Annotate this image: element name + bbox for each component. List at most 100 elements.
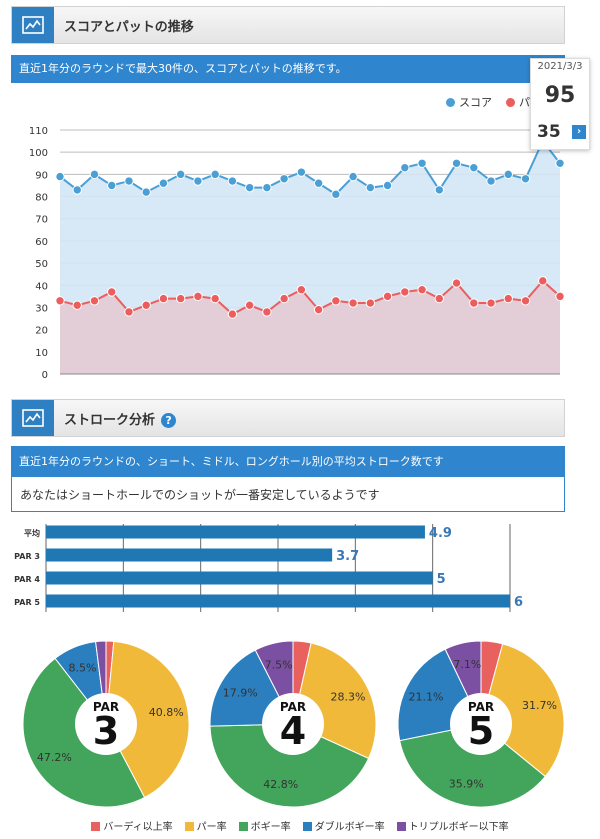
pie-center-par-label: PAR xyxy=(93,700,119,714)
score-point xyxy=(55,171,65,182)
putt-point xyxy=(279,293,289,304)
y-tick-label: 100 xyxy=(29,148,48,159)
stroke-bar-chart: 平均 4.9 PAR 3 3.7 PAR 4 5 PAR 5 6 xyxy=(14,524,523,612)
bar xyxy=(46,525,425,539)
putt-point xyxy=(107,287,117,297)
putt-point xyxy=(382,291,393,302)
pie-slice-label: 42.8% xyxy=(263,778,298,791)
pie-slice xyxy=(209,723,370,808)
score-point xyxy=(365,182,376,193)
y-tick-label: 30 xyxy=(35,303,48,314)
bar-value-label: 4.9 xyxy=(429,526,452,541)
pie-slice-label: 17.9% xyxy=(223,687,258,700)
bar xyxy=(46,594,510,608)
score-point xyxy=(296,167,307,177)
putt-point xyxy=(210,293,220,304)
legend-putt[interactable]: パ xyxy=(506,94,530,110)
score-point xyxy=(210,169,220,180)
section-title: ストローク分析? xyxy=(64,409,177,428)
pie-slice xyxy=(105,640,190,799)
putt-point xyxy=(55,296,65,306)
putt-point xyxy=(175,293,186,304)
putt-dot-icon xyxy=(506,98,515,107)
section-title: スコアとパットの推移 xyxy=(64,20,194,35)
putt-point xyxy=(244,300,255,310)
score-point xyxy=(331,189,341,200)
pie-center-par-label: PAR xyxy=(280,700,306,714)
legend-par[interactable]: パー率 xyxy=(184,818,227,833)
pie-slice-label: 35.9% xyxy=(449,778,484,791)
putt-point xyxy=(89,296,100,306)
legend-score[interactable]: スコア xyxy=(446,94,492,110)
hole-result-pie-charts: 40.8%47.2%8.5%PAR328.3%42.8%17.9%7.5%PAR… xyxy=(22,640,565,808)
putt-point xyxy=(434,293,445,304)
putt-point xyxy=(72,300,82,310)
pie-chart-legend: バーディ以上率 パー率 ボギー率 ダブルボギー率 トリプルボギー以下率 xyxy=(0,818,600,833)
putt-point xyxy=(331,296,341,306)
putt-point xyxy=(451,278,462,288)
putt-point xyxy=(348,298,358,308)
y-tick-label: 20 xyxy=(35,326,48,337)
pie-slice-label: 40.8% xyxy=(149,706,184,719)
score-point xyxy=(107,180,117,191)
legend-triple-bogey[interactable]: トリプルボギー以下率 xyxy=(396,818,509,833)
stroke-analysis-description: 直近1年分のラウンドの、ショート、ミドル、ロングホール別の平均ストローク数です xyxy=(11,446,565,477)
pie-slice-label: 7.1% xyxy=(453,658,481,671)
score-point xyxy=(89,169,100,180)
series-area xyxy=(60,280,560,374)
score-point xyxy=(451,158,462,168)
putt-point xyxy=(469,298,479,308)
legend-bogey[interactable]: ボギー率 xyxy=(238,818,291,833)
help-icon[interactable]: ? xyxy=(161,413,177,428)
y-tick-label: 50 xyxy=(35,259,48,270)
putt-point xyxy=(400,287,410,297)
stroke-analysis-message: あなたはショートホールでのショットが一番安定しているようです xyxy=(11,477,565,512)
putt-point xyxy=(538,276,548,286)
chevron-right-icon[interactable]: › xyxy=(572,125,586,139)
score-point xyxy=(244,182,255,193)
pie-slice-label: 21.1% xyxy=(409,691,444,704)
score-putt-section-header: スコアとパットの推移 xyxy=(11,6,565,44)
score-point xyxy=(503,169,513,180)
pie-center xyxy=(262,693,324,755)
score-point xyxy=(434,185,445,195)
y-tick-label: 40 xyxy=(35,281,48,292)
putt-point xyxy=(124,307,134,317)
pie-slice-label: 8.5% xyxy=(69,661,97,674)
putt-point xyxy=(503,293,513,304)
bar-value-label: 6 xyxy=(514,595,523,610)
putt-point xyxy=(296,285,307,295)
y-tick-label: 60 xyxy=(35,237,48,248)
score-point xyxy=(279,174,289,184)
bar-category-label: 平均 xyxy=(24,528,40,538)
putt-point xyxy=(262,307,272,317)
pie-center-par-number: 5 xyxy=(468,709,494,753)
data-tooltip: 2021/3/3 95 35 › xyxy=(530,58,590,150)
score-point xyxy=(417,158,427,168)
line-chart-icon xyxy=(12,400,54,436)
pie-center-par-number: 3 xyxy=(93,709,119,753)
bar-category-label: PAR 5 xyxy=(14,598,40,607)
score-point xyxy=(193,176,203,186)
putt-point xyxy=(313,304,324,315)
score-point xyxy=(175,169,186,180)
bar xyxy=(46,571,433,585)
line-chart-legend: スコア パ xyxy=(446,94,530,110)
score-point xyxy=(141,187,151,197)
score-point xyxy=(158,178,169,188)
tooltip-date: 2021/3/3 xyxy=(537,61,583,72)
score-dot-icon xyxy=(446,98,455,107)
y-tick-label: 0 xyxy=(42,370,48,381)
pie-slice-label: 28.3% xyxy=(331,691,366,704)
legend-double-bogey[interactable]: ダブルボギー率 xyxy=(302,818,385,833)
pie-slice-label: 7.5% xyxy=(265,658,293,671)
score-point xyxy=(555,158,565,168)
putt-point xyxy=(520,296,531,306)
pie-center xyxy=(450,693,512,755)
y-tick-label: 70 xyxy=(35,215,48,226)
legend-birdie[interactable]: バーディ以上率 xyxy=(91,818,173,833)
bar-value-label: 5 xyxy=(437,572,446,587)
score-point xyxy=(72,185,82,195)
score-point xyxy=(486,176,496,186)
putt-point xyxy=(193,291,203,302)
